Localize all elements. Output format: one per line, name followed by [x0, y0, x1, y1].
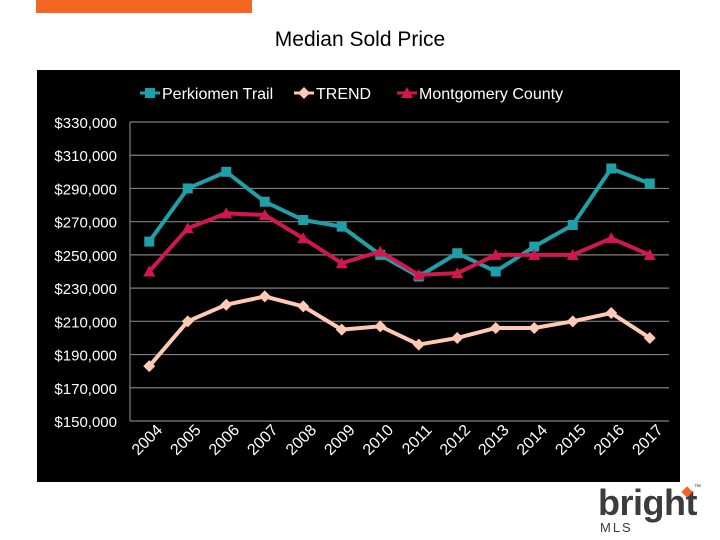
data-point	[181, 222, 194, 234]
data-point	[220, 207, 233, 219]
data-point	[258, 209, 271, 221]
y-tick-label: $250,000	[54, 248, 117, 265]
x-tick-label: 2005	[167, 422, 204, 459]
logo-wordmark: bright	[598, 482, 697, 523]
data-point	[452, 248, 463, 259]
data-point	[374, 320, 387, 333]
legend-label: Perkiomen Trail	[162, 86, 273, 103]
x-tick-label: 2015	[552, 422, 589, 459]
data-point	[528, 248, 541, 260]
legend-marker	[401, 87, 413, 98]
y-tick-label: $310,000	[54, 148, 117, 165]
x-tick-label: 2010	[360, 422, 397, 459]
data-point	[298, 215, 309, 226]
data-point	[335, 323, 348, 336]
x-tick-label: 2012	[437, 422, 474, 459]
data-point	[566, 315, 579, 328]
data-point	[144, 236, 155, 247]
data-point	[143, 265, 156, 277]
x-tick-label: 2014	[514, 422, 551, 459]
chart-title: Median Sold Price	[274, 28, 446, 51]
x-tick-label: 2004	[129, 422, 166, 459]
data-point	[490, 266, 501, 277]
data-point	[489, 248, 502, 260]
data-point	[412, 268, 425, 280]
y-tick-label: $230,000	[54, 281, 117, 298]
data-point	[259, 196, 270, 207]
data-point	[336, 221, 347, 232]
data-point	[489, 321, 502, 334]
data-point	[451, 331, 464, 344]
series-line-trend	[147, 294, 651, 368]
x-tick-label: 2013	[475, 422, 512, 459]
data-point	[644, 178, 655, 189]
data-point	[297, 300, 310, 313]
data-point	[220, 298, 233, 311]
y-tick-label: $330,000	[54, 115, 117, 132]
y-tick-label: $290,000	[54, 181, 117, 198]
series-line-perkiomen-trail	[147, 166, 651, 279]
data-point	[606, 163, 617, 174]
x-tick-label: 2009	[321, 422, 358, 459]
data-point	[605, 232, 618, 244]
data-point	[221, 166, 232, 177]
x-tick-label: 2011	[399, 422, 435, 458]
logo-trademark: ™	[694, 484, 701, 491]
data-point	[182, 183, 193, 194]
data-point	[605, 307, 618, 320]
data-point	[528, 321, 541, 334]
data-point	[258, 290, 271, 303]
data-point	[297, 232, 310, 244]
median-sold-price-chart: $150,000 $170,000 $190,000 $210,000 $230,000…	[54, 86, 669, 459]
y-tick-label: $190,000	[54, 348, 117, 365]
logo-subtitle: MLS	[600, 520, 633, 535]
data-point	[374, 245, 387, 257]
x-tick-label: 2008	[283, 422, 320, 459]
x-tick-label: 2016	[591, 422, 628, 459]
legend-marker	[145, 88, 155, 98]
bright-mls-logo: bright ™ MLS	[598, 482, 702, 536]
data-point	[451, 267, 464, 279]
x-tick-label: 2006	[206, 422, 243, 459]
data-point	[643, 248, 656, 260]
series-line-montgomery-county	[147, 211, 651, 277]
data-point	[335, 257, 348, 269]
y-tick-label: $170,000	[54, 381, 117, 398]
x-tick-label: 2007	[244, 422, 281, 459]
data-point	[529, 241, 540, 252]
y-tick-label: $270,000	[54, 215, 117, 232]
data-point	[143, 360, 156, 373]
top-accent-bar	[36, 0, 252, 13]
data-point	[412, 338, 425, 351]
legend-label: TREND	[316, 86, 371, 103]
data-point	[181, 315, 194, 328]
data-point	[643, 331, 656, 344]
legend-marker	[298, 87, 310, 99]
y-tick-label: $150,000	[54, 414, 117, 431]
data-point	[566, 248, 579, 260]
y-tick-label: $210,000	[54, 314, 117, 331]
data-point	[567, 219, 578, 230]
x-tick-label: 2017	[629, 422, 666, 459]
legend-label: Montgomery County	[419, 86, 563, 103]
